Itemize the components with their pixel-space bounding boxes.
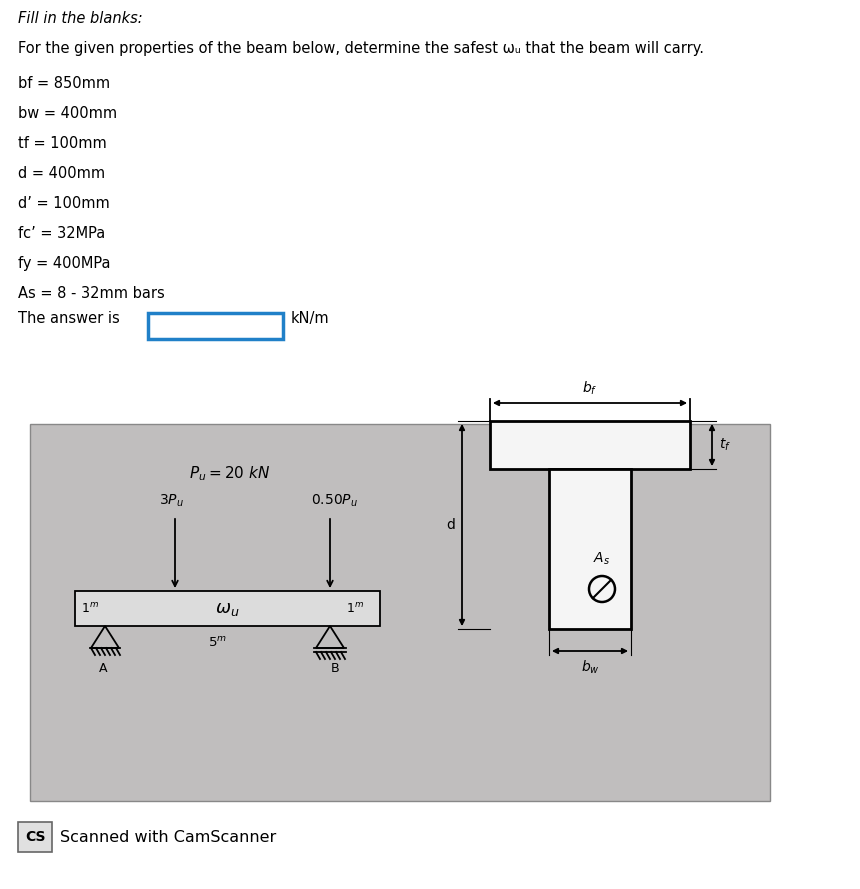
Text: CS: CS	[25, 830, 46, 844]
Text: $P_u = 20\ kN$: $P_u = 20\ kN$	[189, 464, 271, 483]
Text: bf = 850mm: bf = 850mm	[18, 76, 110, 91]
Text: $1^m$: $1^m$	[346, 602, 364, 615]
Bar	[75, 591, 380, 626]
Text: $b_f$: $b_f$	[582, 380, 598, 397]
Text: $1^m$: $1^m$	[81, 602, 99, 615]
Text: For the given properties of the beam below, determine the safest ωᵤ that the bea: For the given properties of the beam bel…	[18, 41, 704, 56]
Bar	[490, 421, 690, 469]
Text: $t_f$: $t_f$	[719, 436, 731, 453]
Bar	[18, 822, 52, 852]
Text: A: A	[99, 662, 108, 675]
Text: tf = 100mm: tf = 100mm	[18, 136, 107, 151]
Text: fy = 400MPa: fy = 400MPa	[18, 256, 110, 271]
Text: fc’ = 32MPa: fc’ = 32MPa	[18, 226, 105, 241]
Bar	[549, 469, 631, 629]
Text: As = 8 - 32mm bars: As = 8 - 32mm bars	[18, 286, 165, 301]
Text: bw = 400mm: bw = 400mm	[18, 106, 117, 121]
Text: $\omega_u$: $\omega_u$	[215, 599, 240, 618]
Bar	[148, 313, 283, 339]
Text: The answer is: The answer is	[18, 311, 120, 326]
Bar	[30, 424, 770, 801]
Text: kN/m: kN/m	[291, 311, 329, 326]
Text: B: B	[331, 662, 340, 675]
Text: d’ = 100mm: d’ = 100mm	[18, 196, 110, 211]
Text: $b_w$: $b_w$	[580, 659, 599, 677]
Text: $A_s$: $A_s$	[593, 550, 611, 567]
Text: $3P_u$: $3P_u$	[158, 493, 183, 509]
Text: Scanned with CamScanner: Scanned with CamScanner	[60, 829, 276, 845]
Text: $0.50P_u$: $0.50P_u$	[311, 493, 359, 509]
Text: Fill in the blanks:: Fill in the blanks:	[18, 11, 143, 26]
Text: d: d	[446, 518, 455, 532]
Text: d = 400mm: d = 400mm	[18, 166, 105, 181]
Text: $5^m$: $5^m$	[208, 636, 227, 650]
